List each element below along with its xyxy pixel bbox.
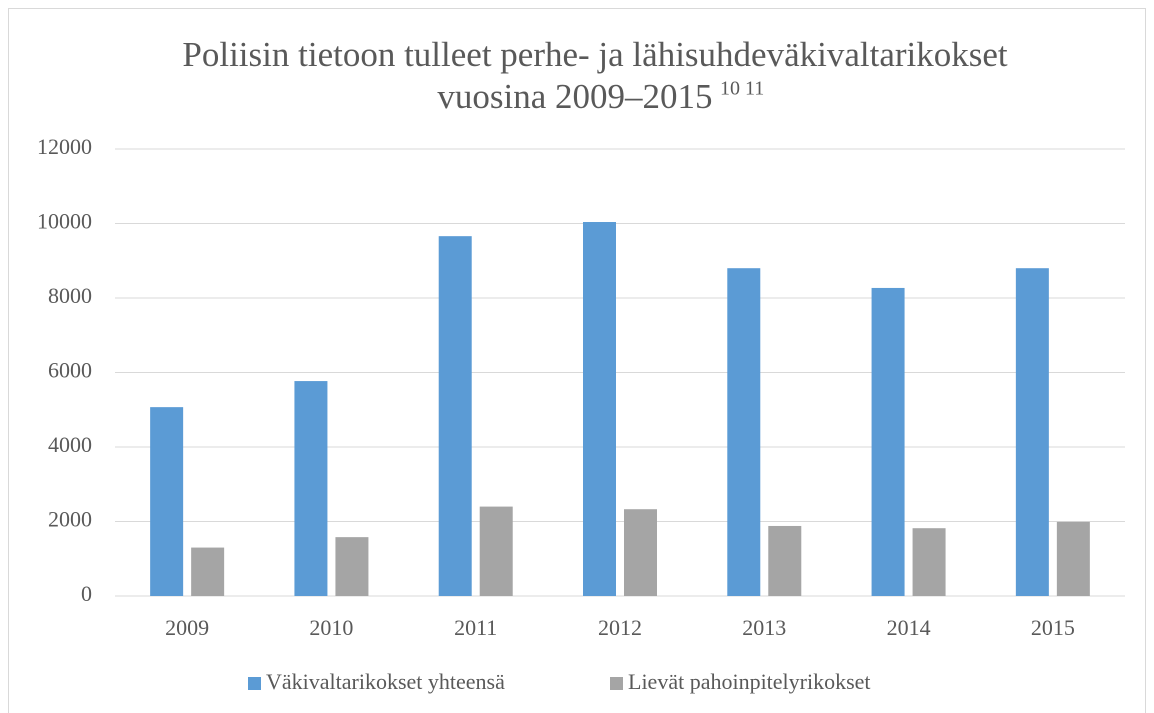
y-tick-label: 6000 <box>48 358 92 383</box>
bar <box>335 537 369 596</box>
bar <box>768 525 802 596</box>
x-tick-label: 2010 <box>309 615 353 640</box>
bar <box>150 407 184 596</box>
y-tick-label: 8000 <box>48 283 92 308</box>
legend-label: Väkivaltarikokset yhteensä <box>266 669 505 694</box>
bar <box>191 547 225 596</box>
bar <box>912 528 946 596</box>
bar <box>1056 521 1090 596</box>
x-tick-label: 2013 <box>742 615 786 640</box>
y-tick-label: 0 <box>81 581 92 606</box>
bar <box>583 222 616 596</box>
bar <box>871 287 905 596</box>
y-tick-label: 12000 <box>37 134 92 159</box>
legend-label: Lievät pahoinpitelyrikokset <box>628 669 871 694</box>
bar <box>479 506 513 596</box>
legend-swatch <box>248 677 261 690</box>
x-tick-label: 2014 <box>887 615 931 640</box>
y-tick-label: 2000 <box>48 507 92 532</box>
x-tick-label: 2009 <box>165 615 209 640</box>
bar <box>438 236 472 597</box>
bar <box>624 509 657 596</box>
y-tick-label: 4000 <box>48 432 92 457</box>
chart-title: Poliisin tietoon tulleet perhe- ja lähis… <box>182 35 1007 74</box>
x-tick-label: 2012 <box>598 615 642 640</box>
x-tick-label: 2011 <box>454 615 497 640</box>
legend-swatch <box>610 677 623 690</box>
bar <box>1015 268 1049 596</box>
y-tick-label: 10000 <box>37 209 92 234</box>
bar <box>727 268 761 596</box>
bar <box>294 381 328 596</box>
chart-title: vuosina 2009–2015 <box>437 77 712 116</box>
x-tick-label: 2015 <box>1031 615 1075 640</box>
title-note: 10 11 <box>720 78 764 100</box>
